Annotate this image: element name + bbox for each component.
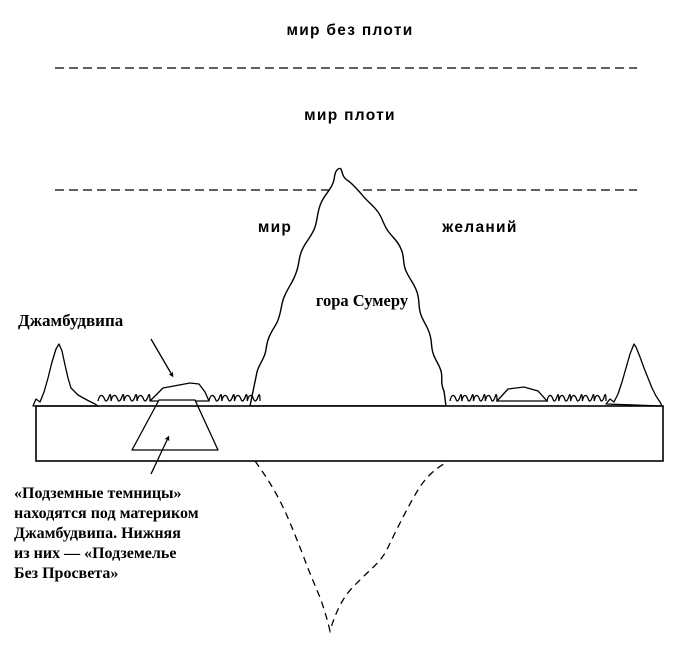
svg-text:мир: мир [258,219,292,236]
svg-text:«Подземные темницы»: «Подземные темницы» [14,485,182,502]
svg-text:мир без плоти: мир без плоти [286,22,413,39]
svg-text:Без Просвета»: Без Просвета» [14,565,118,582]
svg-text:Джамбудвипа. Нижняя: Джамбудвипа. Нижняя [14,525,181,542]
svg-text:Джамбудвипа: Джамбудвипа [18,311,124,330]
svg-text:гора Сумеру: гора Сумеру [316,291,409,310]
svg-text:мир плоти: мир плоти [304,107,396,124]
svg-text:находятся под материком: находятся под материком [14,505,199,522]
svg-text:из них — «Подземелье: из них — «Подземелье [14,545,176,562]
svg-text:желаний: желаний [441,219,517,236]
